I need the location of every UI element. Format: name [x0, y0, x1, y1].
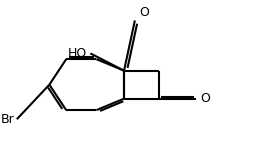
- Text: Br: Br: [1, 113, 14, 126]
- Text: O: O: [200, 92, 210, 105]
- Text: HO: HO: [67, 47, 87, 60]
- Text: O: O: [140, 6, 150, 19]
